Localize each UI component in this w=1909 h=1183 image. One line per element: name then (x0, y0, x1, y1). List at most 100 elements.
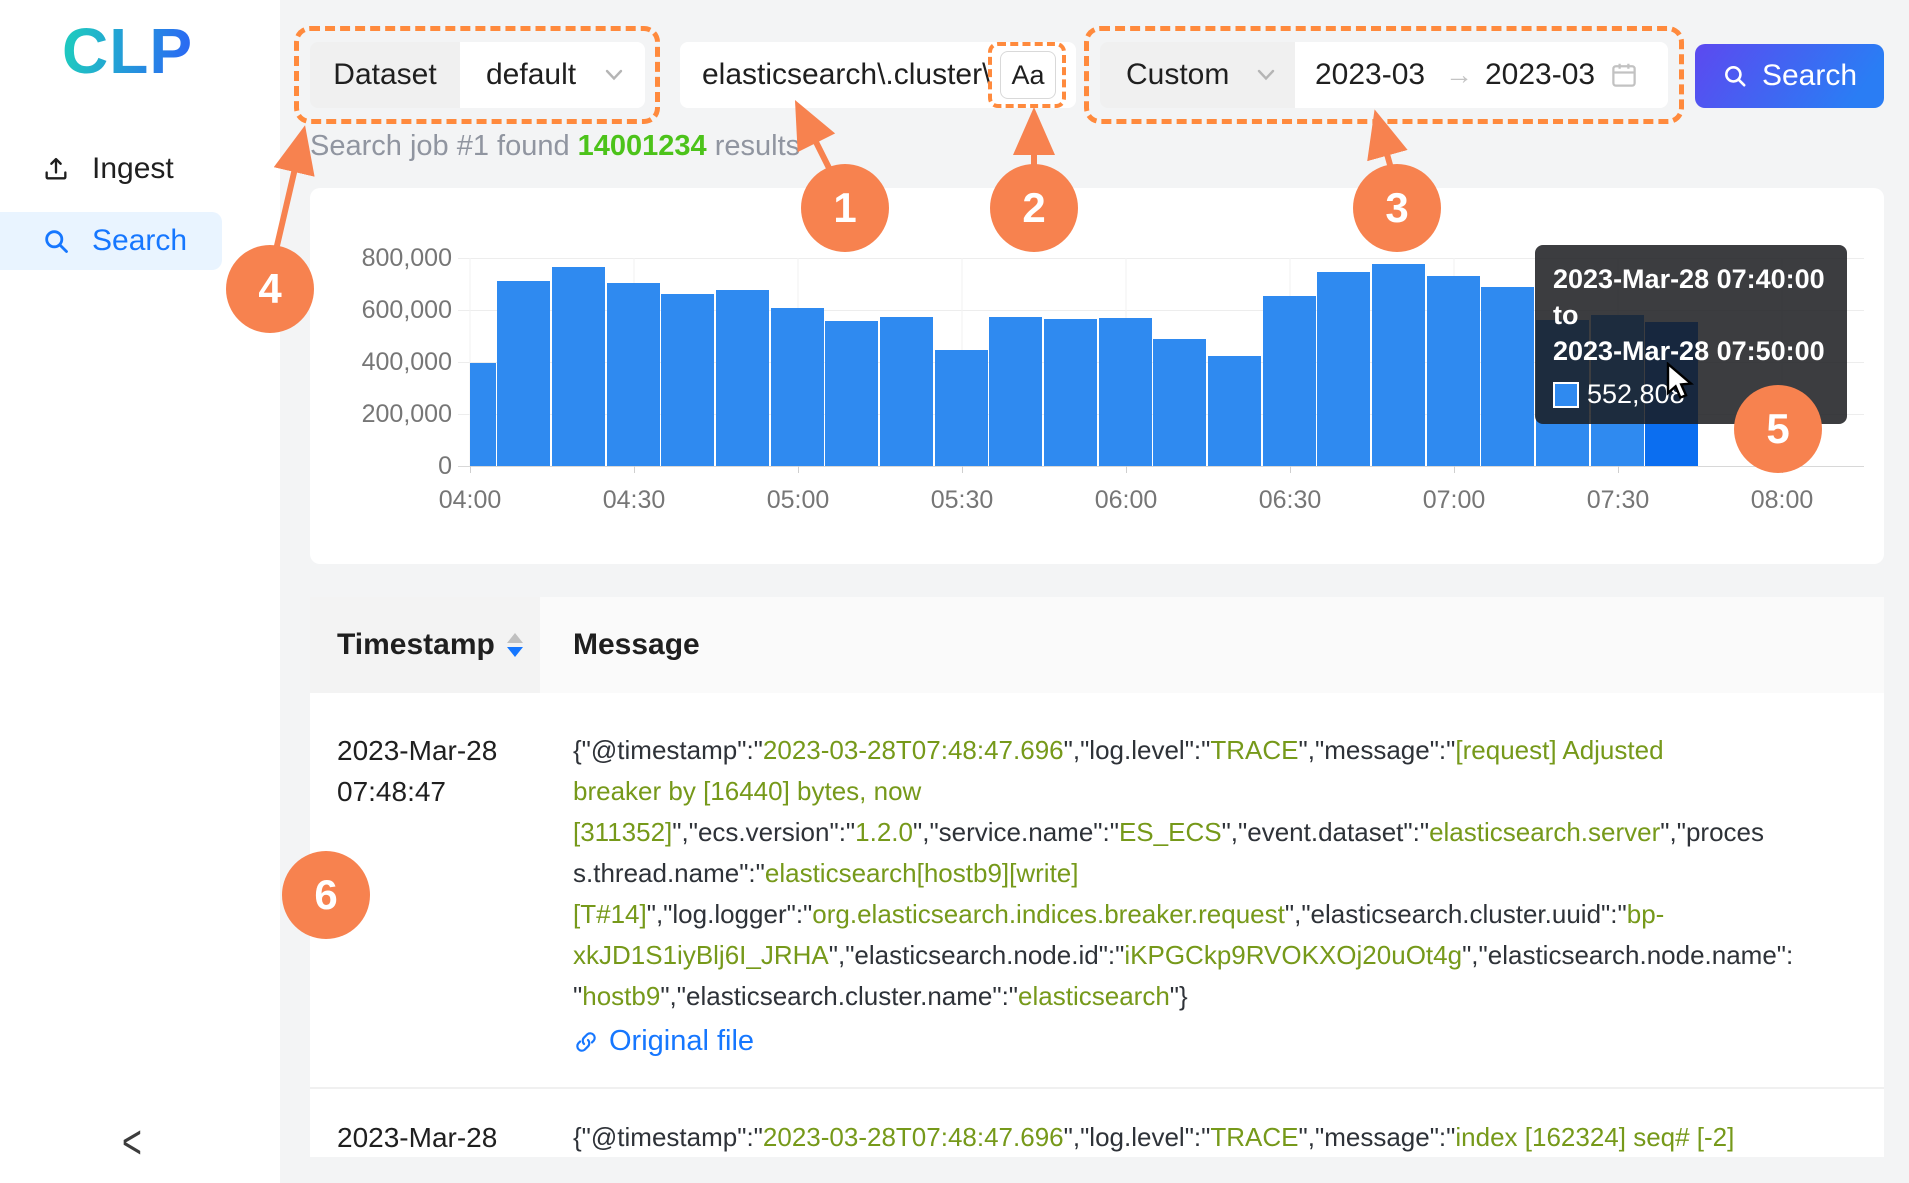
sort-descending-caret-icon (506, 647, 523, 657)
sidebar-collapse-button[interactable]: < (122, 1116, 142, 1170)
annotation-circle-5: 5 (1734, 385, 1822, 473)
horizontal-gridline (458, 258, 1864, 259)
x-axis-tick-label: 08:00 (1750, 486, 1814, 514)
annotation-circle-6: 6 (282, 851, 370, 939)
query-box: Aa (680, 42, 1076, 108)
histogram-bar[interactable] (1153, 339, 1206, 466)
date-range-picker[interactable]: 2023-03 → 2023-03 (1295, 42, 1668, 108)
histogram-bar[interactable] (552, 267, 605, 466)
message-header-label: Message (573, 628, 700, 661)
axis-tick-mark (1618, 466, 1619, 473)
timestamp-column-header[interactable]: Timestamp (310, 597, 540, 693)
x-axis-tick-label: 06:00 (1094, 486, 1158, 514)
mouse-cursor (1666, 362, 1694, 400)
y-axis-tick-label: 600,000 (361, 296, 452, 324)
histogram-bar[interactable] (935, 350, 988, 466)
search-icon (45, 230, 68, 253)
x-axis-tick-label: 04:00 (438, 486, 502, 514)
arrow-1 (794, 99, 836, 176)
result-count: 14001234 (577, 130, 707, 162)
original-file-link-label: Original file (609, 1025, 755, 1057)
histogram-bar[interactable] (1372, 264, 1425, 466)
row-timestamp: 2023-Mar-28 07:48:47 (337, 735, 498, 807)
original-file-link[interactable]: Original file (573, 1025, 754, 1058)
y-axis-tick-label: 800,000 (361, 244, 452, 272)
tooltip-range-line2: 2023-Mar-28 07:50:00 (1553, 336, 1825, 366)
histogram-bar[interactable] (661, 294, 714, 466)
annotation-circle-1: 1 (801, 164, 889, 252)
search-job-status: Search job #1 found 14001234 results (310, 130, 801, 162)
histogram-bar[interactable] (1481, 287, 1534, 466)
chevron-down-icon (605, 69, 623, 81)
histogram-bar[interactable] (1044, 319, 1097, 466)
dataset-selected-value: default (486, 58, 577, 91)
histogram-bar[interactable] (1208, 356, 1261, 466)
y-axis-tick-label: 400,000 (361, 348, 452, 376)
histogram-bar[interactable] (1317, 272, 1370, 466)
x-axis-tick-label: 05:00 (766, 486, 830, 514)
histogram-bar[interactable] (989, 317, 1042, 466)
axis-tick-mark (1290, 466, 1291, 473)
histogram-bar[interactable] (825, 321, 878, 466)
x-axis-tick-label: 04:30 (602, 486, 666, 514)
tooltip-series-swatch (1553, 381, 1579, 408)
chevron-down-icon (1257, 69, 1275, 81)
time-range-preset-value: Custom (1126, 58, 1230, 91)
axis-tick-mark (1126, 466, 1127, 473)
search-icon (1725, 66, 1746, 87)
case-sensitivity-toggle[interactable]: Aa (1000, 51, 1056, 99)
histogram-bar[interactable] (880, 317, 933, 466)
tooltip-range-line1: 2023-Mar-28 07:40:00 to (1553, 264, 1825, 330)
vertical-gridline (469, 258, 471, 466)
axis-tick-mark (1454, 466, 1455, 473)
sort-ascending-caret-icon (506, 633, 523, 643)
horizontal-gridline (458, 466, 1864, 467)
annotation-circle-3: 3 (1353, 164, 1441, 252)
search-button[interactable]: Search (1695, 44, 1884, 108)
chart-tooltip: 2023-Mar-28 07:40:00 to 2023-Mar-28 07:5… (1535, 245, 1847, 424)
axis-tick-mark (962, 466, 963, 473)
page-bottom-strip (280, 1157, 1909, 1183)
horizontal-gridline (458, 310, 1864, 311)
sidebar-item-search[interactable]: Search (0, 212, 222, 270)
axis-tick-mark (470, 466, 471, 473)
histogram-bar[interactable] (497, 281, 550, 466)
histogram-bar[interactable] (470, 363, 496, 466)
time-range-preset-select[interactable]: Custom (1100, 42, 1295, 108)
sort-icon[interactable] (506, 633, 523, 657)
range-end-input[interactable]: 2023-03 (1485, 58, 1596, 91)
timestamp-header-label: Timestamp (337, 628, 495, 661)
search-button-label: Search (1761, 59, 1858, 92)
dataset-select[interactable]: default (460, 42, 645, 108)
search-query-input[interactable] (702, 58, 1002, 92)
histogram-bar[interactable] (1427, 276, 1480, 466)
upload-icon (45, 157, 67, 180)
clp-logo: CLP (62, 15, 193, 87)
row-divider (310, 1087, 1884, 1089)
row-message: {"@timestamp":"2023-03-28T07:48:47.696",… (573, 1122, 1735, 1152)
x-axis-tick-label: 07:30 (1586, 486, 1650, 514)
x-axis-tick-label: 07:00 (1422, 486, 1486, 514)
annotation-circle-4: 4 (226, 245, 314, 333)
sidebar-item-ingest[interactable]: Ingest (0, 140, 232, 198)
results-table-body (310, 693, 1884, 1157)
sidebar-item-label: Ingest (92, 152, 174, 185)
histogram-bar[interactable] (1099, 318, 1152, 466)
calendar-icon[interactable] (1609, 60, 1639, 90)
sidebar: CLP Ingest Search < (0, 0, 280, 1183)
row-timestamp: 2023-Mar-28 (337, 1122, 498, 1153)
message-column-header: Message (540, 597, 1884, 693)
histogram-bar[interactable] (607, 283, 660, 466)
arrow-4 (273, 125, 315, 251)
histogram-bar[interactable] (771, 308, 824, 466)
range-start-input[interactable]: 2023-03 (1315, 58, 1426, 91)
axis-tick-mark (634, 466, 635, 473)
row-message: {"@timestamp":"2023-03-28T07:48:47.696",… (573, 735, 1794, 1011)
histogram-bar[interactable] (716, 290, 769, 466)
link-icon (576, 1031, 596, 1052)
sidebar-item-label: Search (92, 224, 188, 257)
histogram-bar[interactable] (1263, 296, 1316, 466)
y-axis-tick-label: 0 (438, 452, 452, 480)
range-arrow-icon: → (1445, 59, 1473, 90)
annotation-circle-2: 2 (990, 164, 1078, 252)
